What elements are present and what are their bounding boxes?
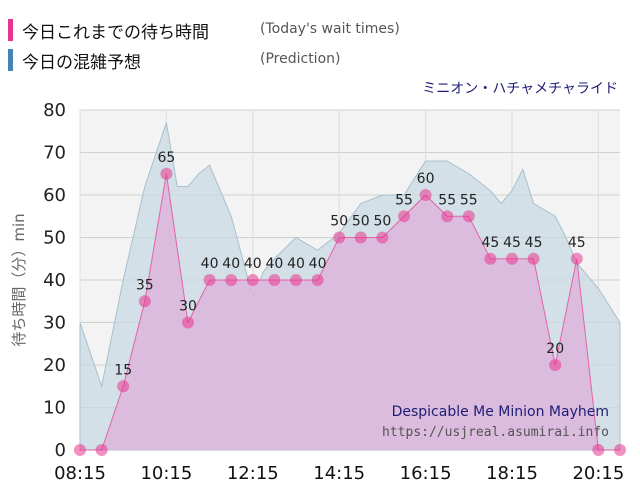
data-label: 15 — [114, 362, 132, 378]
today-point — [268, 274, 281, 286]
y-tick-label: 20 — [43, 355, 66, 376]
data-label: 40 — [265, 256, 283, 272]
legend-label-prediction: 今日の混雑予想 — [22, 53, 141, 73]
today-point — [225, 274, 238, 286]
today-point — [527, 252, 540, 265]
y-tick-label: 70 — [43, 143, 66, 164]
data-label: 65 — [157, 150, 175, 166]
today-area — [80, 173, 620, 450]
y-tick-label: 60 — [43, 185, 66, 206]
x-tick-label: 16:15 — [400, 463, 452, 484]
y-axis-label: 待ち時間（分）min — [10, 213, 28, 346]
legend-label-prediction-en: (Prediction) — [260, 51, 341, 67]
data-label: 45 — [525, 235, 543, 251]
source-url: https://usjreal.asumirai.info — [382, 425, 609, 440]
today-point — [95, 444, 108, 456]
today-point — [441, 210, 454, 223]
x-tick-label: 20:15 — [572, 463, 624, 484]
data-label: 35 — [136, 277, 154, 293]
data-label: 45 — [568, 235, 586, 251]
today-point — [333, 231, 346, 244]
data-label: 40 — [244, 256, 262, 272]
data-label: 40 — [201, 256, 219, 272]
y-tick-label: 40 — [43, 270, 66, 291]
today-point — [462, 210, 475, 223]
x-tick-label: 08:15 — [54, 463, 106, 484]
today-point — [117, 380, 130, 393]
today-point — [290, 274, 302, 286]
today-point — [311, 274, 324, 286]
data-label: 55 — [395, 192, 413, 208]
today-point — [614, 444, 626, 456]
today-point — [138, 295, 151, 308]
ride-name-en: Despicable Me Minion Mayhem — [392, 404, 609, 420]
y-tick-label: 10 — [43, 398, 66, 419]
today-point — [549, 359, 562, 371]
ride-name-jp: ミニオン・ハチャメチャライド — [422, 81, 618, 97]
x-tick-label: 14:15 — [313, 463, 365, 484]
data-label: 50 — [330, 214, 348, 230]
data-label: 50 — [352, 214, 370, 230]
data-label: 40 — [222, 256, 240, 272]
today-point — [592, 444, 605, 456]
data-label: 40 — [309, 256, 327, 272]
today-point — [74, 444, 86, 456]
today-points — [74, 167, 626, 456]
legend-label-today-en: (Today's wait times) — [260, 21, 400, 37]
y-tick-label: 80 — [43, 100, 66, 121]
today-point — [570, 252, 583, 265]
data-label: 20 — [546, 341, 564, 357]
y-tick-label: 30 — [43, 313, 66, 334]
data-label: 40 — [287, 256, 305, 272]
x-tick-label: 12:15 — [227, 463, 279, 484]
today-point — [354, 231, 367, 244]
y-axis-ticks: 0 10 20 30 40 50 60 70 80 — [43, 100, 66, 461]
today-point — [160, 167, 173, 180]
data-label: 55 — [460, 192, 478, 208]
legend-swatch-prediction — [8, 49, 13, 71]
x-tick-label: 10:15 — [140, 463, 192, 484]
data-label: 45 — [503, 235, 521, 251]
data-label: 55 — [438, 192, 456, 208]
legend-swatch-today — [8, 19, 13, 41]
x-tick-label: 18:15 — [486, 463, 538, 484]
data-label: 30 — [179, 299, 197, 315]
y-tick-label: 50 — [43, 228, 66, 249]
today-point — [484, 252, 497, 265]
legend-label-today: 今日これまでの待ち時間 — [22, 23, 209, 43]
today-point — [506, 252, 518, 265]
data-label: 50 — [373, 214, 391, 230]
today-point — [419, 189, 432, 201]
today-point — [398, 210, 410, 223]
x-axis-ticks: 08:15 10:15 12:15 14:15 16:15 18:15 20:15 — [54, 463, 624, 484]
today-point — [182, 316, 194, 329]
data-label: 45 — [481, 235, 499, 251]
today-point — [203, 274, 216, 286]
today-point — [376, 231, 389, 244]
legend-item-prediction: 今日の混雑予想 (Prediction) — [8, 47, 428, 73]
legend-item-today: 今日これまでの待ち時間 (Today's wait times) — [8, 17, 428, 43]
y-tick-label: 0 — [55, 440, 66, 461]
today-point — [246, 274, 259, 286]
data-label: 60 — [417, 171, 435, 187]
